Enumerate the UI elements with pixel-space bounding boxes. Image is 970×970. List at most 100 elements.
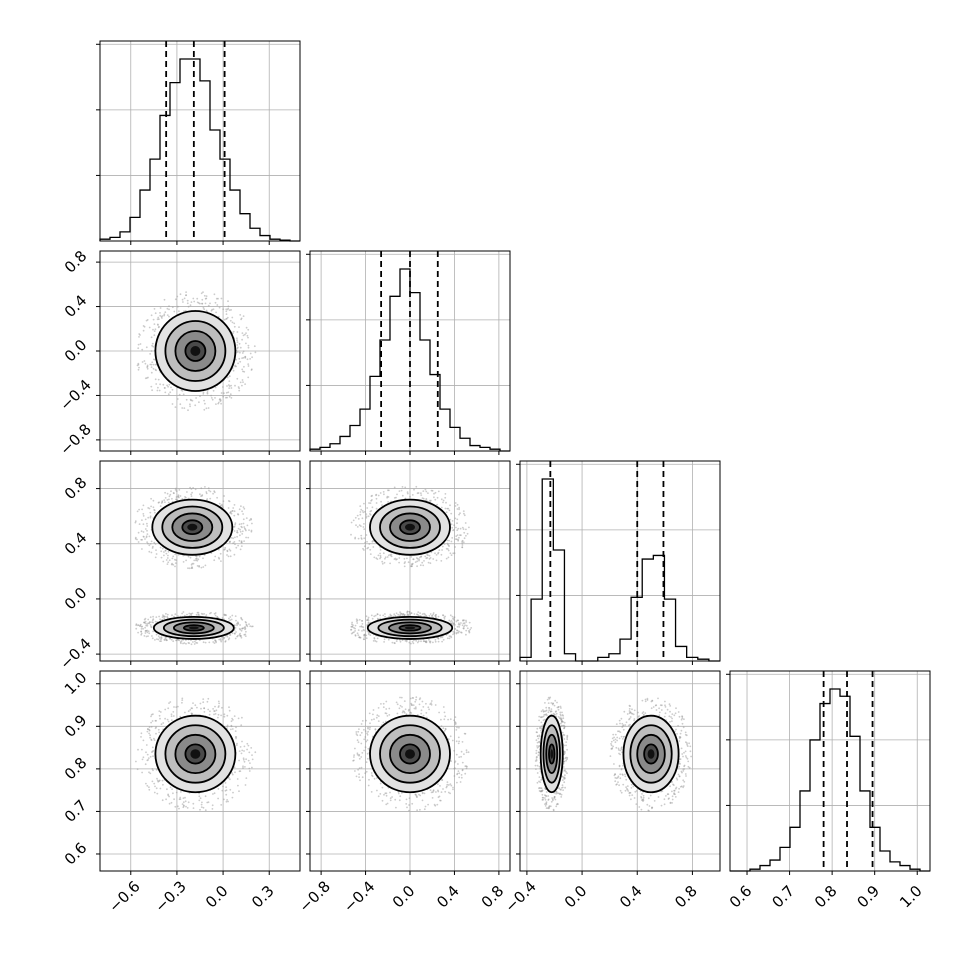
sample-point xyxy=(153,782,156,785)
sample-point xyxy=(427,561,430,564)
sample-point xyxy=(171,306,174,309)
sample-point xyxy=(141,771,144,774)
sample-point xyxy=(385,712,388,715)
sample-point xyxy=(450,619,453,622)
sample-point xyxy=(447,556,450,559)
sample-point xyxy=(233,541,236,543)
sample-point xyxy=(167,720,170,723)
sample-point xyxy=(383,641,385,643)
sample-point xyxy=(365,515,368,518)
sample-point xyxy=(376,617,379,620)
sample-point xyxy=(233,715,236,717)
sample-point xyxy=(372,546,375,548)
sample-point xyxy=(238,389,241,392)
sample-point xyxy=(160,502,163,504)
sample-point xyxy=(240,523,243,525)
sample-point xyxy=(462,528,465,530)
sample-point xyxy=(396,703,399,706)
sample-point xyxy=(168,498,170,501)
sample-point xyxy=(217,315,220,318)
sample-point xyxy=(219,400,222,403)
sample-point xyxy=(459,534,461,536)
sample-point xyxy=(236,535,239,538)
sample-point xyxy=(442,501,444,504)
sample-point xyxy=(457,742,460,745)
sample-point xyxy=(170,715,173,718)
sample-point xyxy=(191,491,194,494)
sample-point xyxy=(203,613,206,615)
sample-point xyxy=(365,637,368,640)
sample-point xyxy=(222,506,224,509)
sample-point xyxy=(456,503,459,506)
sample-point xyxy=(681,722,684,725)
sample-point xyxy=(144,763,147,766)
sample-point xyxy=(617,730,619,733)
sample-point xyxy=(174,558,176,561)
sample-point xyxy=(161,779,164,782)
sample-point xyxy=(425,702,427,705)
sample-point xyxy=(356,526,359,528)
sample-point xyxy=(149,734,152,737)
sample-point xyxy=(162,383,165,386)
sample-point xyxy=(614,733,617,736)
sample-point xyxy=(458,513,460,516)
sample-point xyxy=(370,495,373,498)
sample-point xyxy=(406,557,408,560)
sample-point xyxy=(230,309,233,311)
sample-point xyxy=(612,733,615,736)
sample-point xyxy=(241,510,244,513)
sample-point xyxy=(462,541,465,544)
sample-point xyxy=(657,796,660,798)
sample-point xyxy=(158,637,161,639)
sample-point xyxy=(151,344,154,347)
sample-point xyxy=(240,616,243,619)
xtick-label: 0.4 xyxy=(616,882,646,912)
sample-point xyxy=(224,789,227,792)
sample-point xyxy=(621,738,624,740)
sample-point xyxy=(536,727,539,730)
sample-point xyxy=(638,806,641,808)
sample-point xyxy=(383,561,386,564)
sample-point xyxy=(217,713,220,716)
sample-point xyxy=(460,755,462,758)
sample-point xyxy=(186,299,189,302)
sample-point xyxy=(150,551,153,554)
sample-point xyxy=(667,793,670,795)
sample-point xyxy=(225,786,228,789)
sample-point xyxy=(358,757,361,760)
sample-point xyxy=(212,492,215,495)
sample-point xyxy=(625,786,627,789)
sample-point xyxy=(149,736,152,739)
sample-point xyxy=(558,787,561,790)
sample-point xyxy=(462,510,465,512)
sample-point xyxy=(419,556,421,559)
sample-point xyxy=(177,615,179,617)
sample-point xyxy=(360,508,363,511)
sample-point xyxy=(455,753,458,756)
sample-point xyxy=(413,488,415,491)
sample-point xyxy=(617,781,619,783)
sample-point xyxy=(151,750,154,753)
sample-point xyxy=(366,757,369,760)
sample-point xyxy=(456,726,458,729)
sample-point xyxy=(542,715,545,718)
sample-point xyxy=(146,366,149,368)
sample-point xyxy=(621,751,623,754)
sample-point xyxy=(371,617,374,620)
sample-point xyxy=(450,784,453,787)
sample-point xyxy=(146,522,148,525)
sample-point xyxy=(245,536,248,539)
sample-point xyxy=(149,363,152,366)
sample-point xyxy=(209,710,211,713)
sample-point xyxy=(456,529,459,532)
sample-point xyxy=(226,726,229,728)
sample-point xyxy=(418,698,421,701)
sample-point xyxy=(560,796,563,798)
sample-point xyxy=(554,798,557,801)
sample-point xyxy=(354,624,357,627)
sample-point xyxy=(194,704,197,707)
sample-point xyxy=(246,334,249,337)
sample-point xyxy=(204,809,207,812)
panel-3-2: −0.4 0.0 0.4 0.8 xyxy=(501,670,721,916)
sample-point xyxy=(202,641,205,644)
